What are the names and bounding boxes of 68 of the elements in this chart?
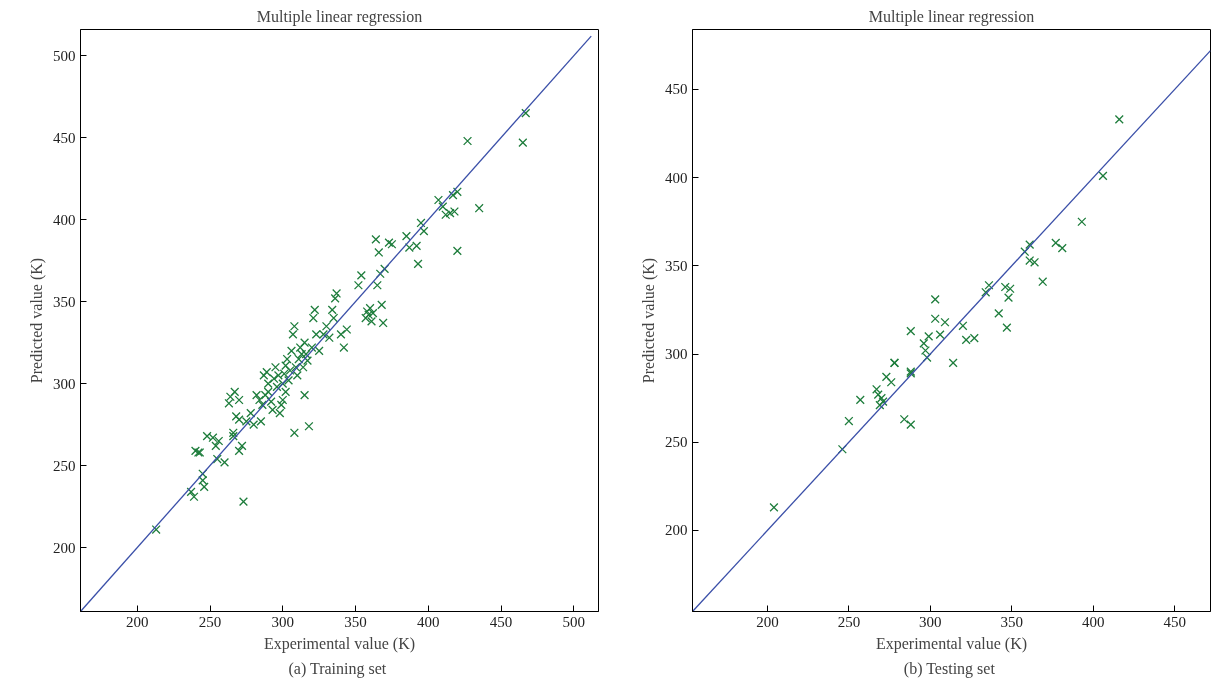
point <box>984 280 994 290</box>
point <box>906 420 916 430</box>
point <box>872 384 882 394</box>
y-tick-label: 350 <box>53 293 76 310</box>
x-tick-label: 350 <box>344 613 367 630</box>
point <box>1057 243 1067 253</box>
point <box>1114 114 1124 124</box>
y-tick-label: 250 <box>665 434 688 451</box>
y-tick-label: 450 <box>53 129 76 146</box>
x-tick-label: 500 <box>562 613 586 630</box>
chart-title: Multiple linear regression <box>868 7 1035 26</box>
point <box>940 317 950 327</box>
point <box>881 372 891 382</box>
x-tick-label: 400 <box>1081 613 1105 630</box>
x-tick-label: 200 <box>126 613 149 630</box>
point <box>981 287 991 297</box>
x-tick-label: 450 <box>489 613 513 630</box>
y-axis-title: Predicted value (K) <box>640 257 658 384</box>
y-tick-label: 400 <box>665 169 688 186</box>
point <box>935 330 945 340</box>
point <box>899 414 909 424</box>
x-tick-label: 450 <box>1163 613 1186 630</box>
point <box>844 416 854 426</box>
point <box>886 377 896 387</box>
x-tick-label: 350 <box>1000 613 1024 630</box>
x-axis-title: Experimental value (K) <box>875 634 1028 653</box>
point <box>1003 293 1014 303</box>
point <box>1025 240 1035 250</box>
point <box>920 345 930 356</box>
point <box>769 502 779 512</box>
y-tick-label: 200 <box>665 522 688 539</box>
point <box>1005 284 1015 294</box>
point <box>855 395 865 405</box>
x-axis-title: Experimental value (K) <box>263 634 416 653</box>
y-tick-label: 400 <box>53 211 76 228</box>
x-tick-label: 200 <box>756 613 779 630</box>
text: (b) Testing set <box>903 659 996 678</box>
point <box>948 358 958 368</box>
point <box>1077 217 1087 227</box>
point <box>994 308 1004 318</box>
point <box>1025 255 1035 266</box>
y-tick-label: 500 <box>53 47 76 64</box>
point <box>1051 238 1061 248</box>
text: (a) Training set <box>288 659 387 678</box>
x-tick-label: 400 <box>417 613 440 630</box>
chart-title: Multiple linear regression <box>256 7 423 26</box>
point <box>1038 277 1048 287</box>
y-tick-label: 200 <box>53 539 76 556</box>
point <box>1030 257 1040 267</box>
x-tick-label: 300 <box>919 613 942 630</box>
y-tick-label: 450 <box>665 81 688 98</box>
point <box>1000 282 1010 292</box>
point <box>958 321 968 331</box>
point <box>924 331 934 341</box>
point <box>930 314 940 324</box>
y-tick-label: 300 <box>53 375 76 392</box>
point <box>1002 323 1012 333</box>
y-tick-label: 350 <box>665 257 688 274</box>
x-tick-label: 250 <box>198 613 222 630</box>
point <box>906 326 916 336</box>
y-tick-label: 250 <box>53 457 76 474</box>
point <box>930 294 940 304</box>
x-tick-label: 300 <box>271 613 294 630</box>
point <box>919 338 929 348</box>
point <box>1098 171 1108 181</box>
x-tick-label: 250 <box>837 613 861 630</box>
y-axis-title: Predicted value (K) <box>28 257 46 384</box>
y-tick-label: 300 <box>665 346 688 363</box>
